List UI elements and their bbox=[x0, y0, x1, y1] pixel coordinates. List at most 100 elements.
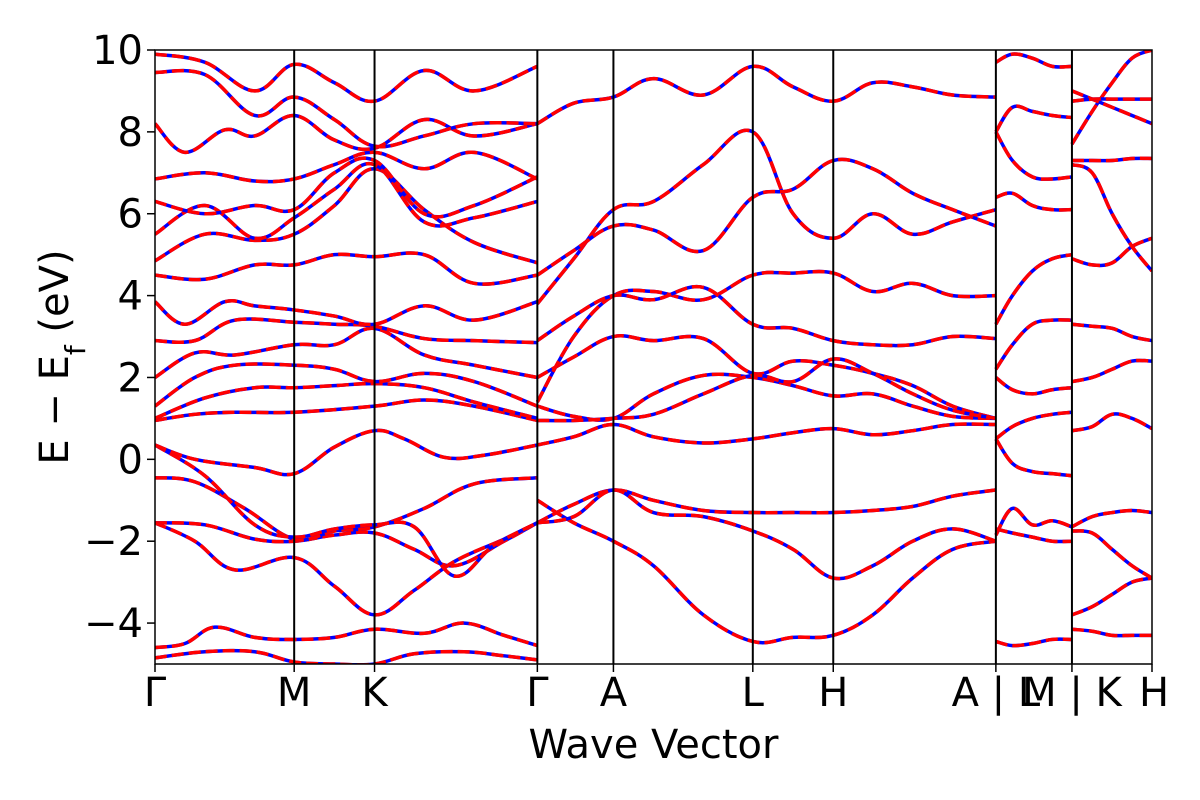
band-line-57 bbox=[1071, 89, 1152, 126]
band-line-red-dashed bbox=[155, 521, 539, 568]
band-line-red-dashed bbox=[995, 527, 1072, 544]
x-tick-label: Γ bbox=[526, 670, 549, 716]
band-line-25 bbox=[536, 422, 996, 447]
band-line-red-dashed bbox=[536, 488, 997, 525]
band-line-24 bbox=[537, 488, 997, 581]
band-line-54 bbox=[1071, 162, 1152, 273]
band-line-red-dashed bbox=[155, 476, 538, 542]
y-tick-label: 4 bbox=[118, 274, 143, 320]
band-line-50 bbox=[1071, 412, 1152, 433]
band-line-43 bbox=[994, 130, 1073, 181]
band-line-8 bbox=[155, 398, 538, 423]
band-line-red-dashed bbox=[1071, 89, 1152, 126]
band-line-red-dashed bbox=[994, 252, 1073, 326]
band-line-55 bbox=[1071, 156, 1152, 163]
y-axis-ticks: −4 −2 0 2 4 6 8 10 bbox=[84, 28, 155, 647]
band-line-7 bbox=[155, 428, 538, 477]
band-line-red-dashed bbox=[536, 64, 996, 126]
band-line-blue bbox=[155, 251, 538, 286]
band-line-39 bbox=[994, 376, 1073, 396]
band-line-blue bbox=[994, 252, 1073, 326]
band-line-21 bbox=[155, 52, 539, 104]
band-line-6 bbox=[155, 443, 539, 578]
band-line-20 bbox=[155, 68, 538, 149]
y-tick-label: −2 bbox=[84, 519, 143, 565]
band-line-red-dashed bbox=[994, 130, 1073, 181]
band-line-32 bbox=[536, 284, 996, 348]
band-line-red-dashed bbox=[155, 299, 538, 327]
plot-frame bbox=[154, 49, 1153, 665]
band-line-22 bbox=[536, 488, 997, 525]
band-line-53 bbox=[1071, 236, 1152, 268]
y-axis-title: E − Ef (eV) bbox=[32, 249, 92, 464]
band-line-red-dashed bbox=[155, 362, 538, 408]
band-line-red-dashed bbox=[155, 52, 539, 104]
band-line-47 bbox=[1071, 576, 1152, 617]
y-tick-label: 8 bbox=[118, 110, 143, 156]
band-line-46 bbox=[1071, 627, 1152, 638]
band-line-red-dashed bbox=[1071, 236, 1152, 268]
band-line-red-dashed bbox=[155, 443, 539, 578]
band-line-red-dashed bbox=[536, 422, 996, 447]
band-line-blue bbox=[535, 269, 996, 403]
band-line-red-dashed bbox=[155, 428, 538, 477]
band-line-red-dashed bbox=[1070, 50, 1152, 146]
y-tick-label: 10 bbox=[92, 28, 143, 74]
band-line-blue bbox=[155, 150, 539, 184]
x-tick-label: H bbox=[1139, 670, 1169, 716]
band-line-blue bbox=[994, 318, 1072, 371]
band-line-34 bbox=[995, 637, 1072, 648]
band-line-red-dashed bbox=[1071, 508, 1152, 529]
y-tick-label: 0 bbox=[118, 437, 143, 483]
band-line-38 bbox=[994, 410, 1073, 441]
band-line-red-dashed bbox=[994, 437, 1073, 478]
band-line-red-dashed bbox=[155, 521, 539, 617]
y-axis-title-unit: (eV) bbox=[32, 249, 78, 345]
x-tick-label: A bbox=[600, 670, 628, 716]
band-line-37 bbox=[994, 437, 1073, 478]
band-line-red-dashed bbox=[155, 326, 538, 380]
band-line-red-dashed bbox=[155, 251, 538, 286]
band-line-red-dashed bbox=[536, 334, 997, 421]
band-line-51 bbox=[1071, 358, 1152, 384]
band-line-red-dashed bbox=[1071, 576, 1152, 617]
band-line-18 bbox=[155, 150, 539, 184]
band-line-blue bbox=[994, 376, 1073, 396]
band-line-red-dashed bbox=[1071, 97, 1152, 103]
band-line-2 bbox=[155, 648, 538, 664]
y-tick-label: 6 bbox=[118, 192, 143, 238]
band-line-blue bbox=[536, 284, 996, 348]
y-tick-label: −4 bbox=[84, 601, 143, 647]
band-line-red-dashed bbox=[994, 318, 1072, 371]
band-line-red-dashed bbox=[536, 284, 996, 348]
band-line-red-dashed bbox=[536, 498, 997, 645]
band-line-33 bbox=[537, 357, 997, 423]
band-line-12 bbox=[155, 317, 538, 345]
band-line-red-dashed bbox=[1071, 322, 1152, 343]
band-line-26 bbox=[536, 372, 996, 422]
band-line-19 bbox=[155, 113, 538, 155]
band-line-blue bbox=[1071, 529, 1152, 580]
band-line-red-dashed bbox=[1071, 412, 1152, 433]
y-axis-title-main: E − E bbox=[32, 355, 78, 465]
band-line-red-dashed bbox=[155, 381, 538, 421]
band-line-42 bbox=[995, 191, 1072, 212]
bands-layer bbox=[155, 50, 1152, 664]
band-line-3 bbox=[155, 521, 539, 568]
x-tick-label: M bbox=[277, 670, 312, 716]
band-line-red-dashed bbox=[155, 113, 538, 155]
band-line-blue bbox=[536, 64, 996, 126]
band-line-red-dashed bbox=[155, 621, 538, 650]
band-line-14 bbox=[155, 251, 538, 286]
x-tick-label: A | L bbox=[952, 670, 1041, 716]
band-line-41 bbox=[994, 252, 1073, 326]
band-line-45 bbox=[995, 52, 1072, 69]
band-line-58 bbox=[1071, 97, 1152, 103]
band-line-red-dashed bbox=[536, 157, 997, 277]
band-line-red-dashed bbox=[537, 488, 997, 581]
band-line-36 bbox=[995, 527, 1072, 544]
band-line-13 bbox=[155, 299, 538, 327]
band-line-blue bbox=[155, 428, 538, 477]
x-axis-ticks: Γ M K Γ A L H A | LM | K H bbox=[144, 664, 1169, 716]
